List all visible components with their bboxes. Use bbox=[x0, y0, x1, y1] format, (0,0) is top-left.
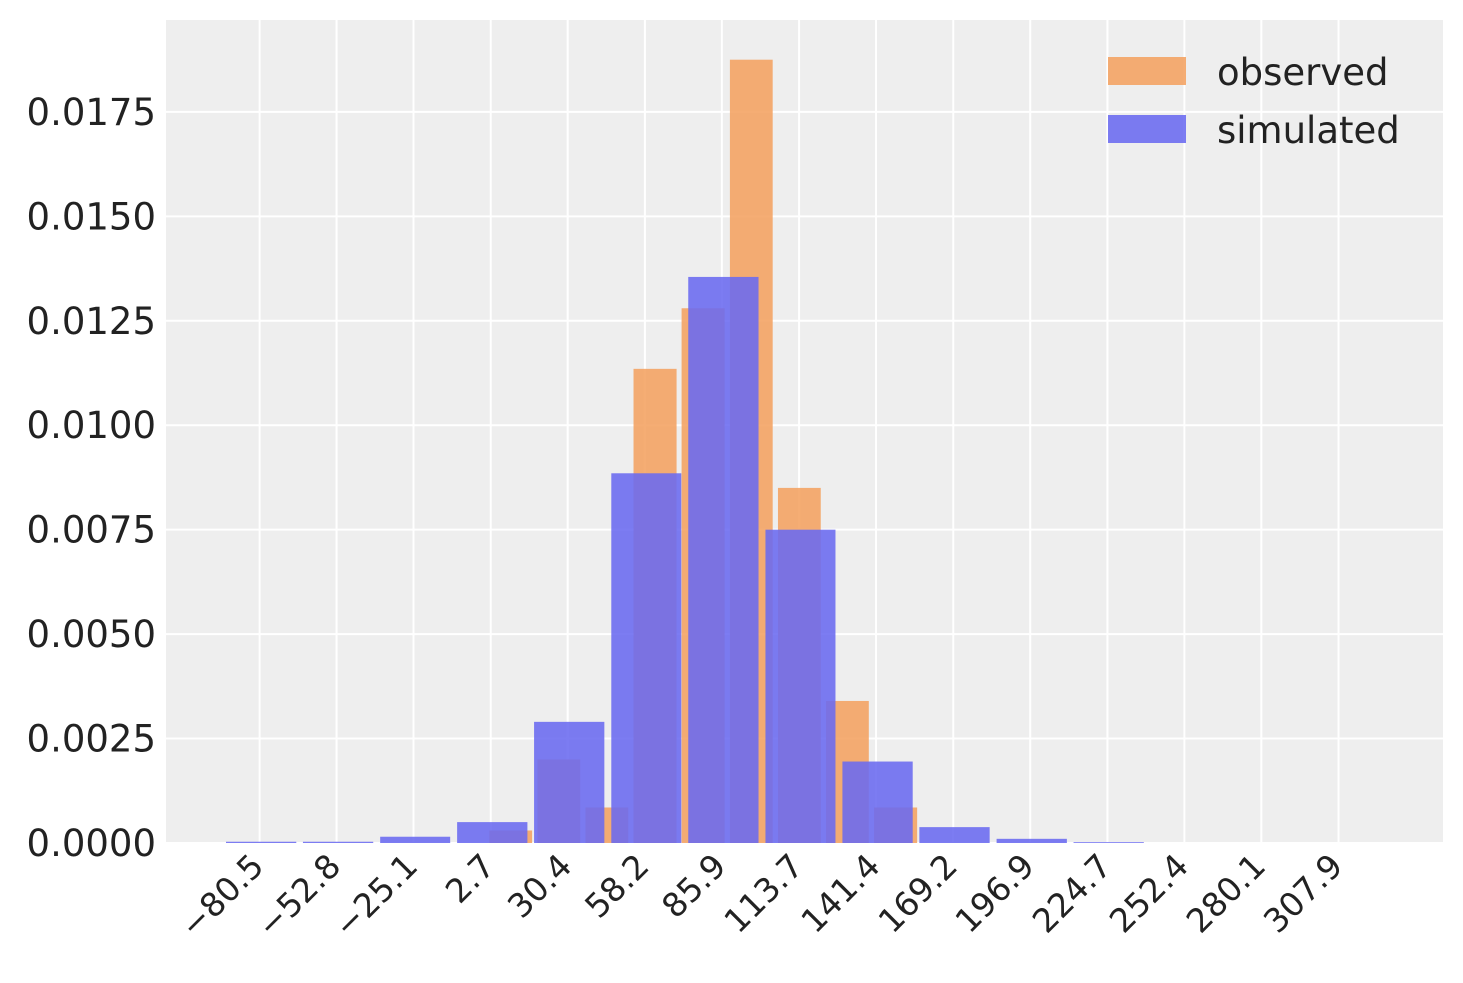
x-tick-label: 280.1 bbox=[1179, 846, 1273, 940]
x-tick-label: 58.2 bbox=[577, 846, 657, 926]
y-tick-label: 0.0175 bbox=[27, 91, 156, 134]
simulated-bar bbox=[302, 841, 374, 843]
simulated-bar bbox=[534, 721, 605, 843]
simulated-bar bbox=[1073, 842, 1144, 843]
simulated-bar bbox=[688, 276, 759, 843]
x-tick-label: 224.7 bbox=[1025, 846, 1119, 940]
simulated-bar bbox=[380, 836, 451, 843]
simulated-bar bbox=[919, 827, 990, 843]
y-tick-label: 0.0025 bbox=[27, 718, 156, 761]
x-tick-label: 113.7 bbox=[716, 846, 810, 940]
simulated-bar bbox=[226, 841, 297, 843]
simulated-bar bbox=[996, 838, 1067, 843]
legend-swatch-observed bbox=[1108, 57, 1186, 85]
x-tick-label: 307.9 bbox=[1256, 846, 1350, 940]
x-tick-label: −52.8 bbox=[249, 846, 348, 945]
x-tick-label: 141.4 bbox=[793, 846, 887, 940]
legend-label-observed: observed bbox=[1217, 51, 1389, 94]
y-tick-label: 0.0150 bbox=[27, 195, 156, 238]
y-tick-label: 0.0000 bbox=[27, 822, 156, 865]
simulated-series bbox=[226, 276, 1144, 843]
y-tick-label: 0.0075 bbox=[27, 509, 156, 552]
x-tick-label: −80.5 bbox=[172, 846, 271, 945]
legend-label-simulated: simulated bbox=[1217, 109, 1400, 152]
x-tick-label: −25.1 bbox=[326, 846, 425, 945]
x-tick-label: 196.9 bbox=[947, 846, 1041, 940]
x-tick-label: 2.7 bbox=[438, 846, 503, 911]
x-axis-tick-labels: −80.5−52.8−25.1 2.730.458.285.9113.7141.4… bbox=[172, 846, 1350, 945]
simulated-bar bbox=[457, 822, 528, 843]
simulated-bar bbox=[765, 529, 836, 843]
y-tick-label: 0.0100 bbox=[27, 404, 156, 447]
y-tick-label: 0.0050 bbox=[27, 613, 156, 656]
legend: observed simulated bbox=[1108, 51, 1400, 152]
legend-swatch-simulated bbox=[1108, 115, 1186, 143]
x-tick-label: 252.4 bbox=[1102, 846, 1196, 940]
simulated-bar bbox=[842, 761, 913, 843]
y-tick-label: 0.0125 bbox=[27, 300, 156, 343]
y-axis-tick-labels: 0.0000 0.0025 0.0050 0.0075 0.0100 0.0125 0.01… bbox=[27, 91, 156, 865]
x-tick-label: 169.2 bbox=[871, 846, 965, 940]
x-tick-label: 30.4 bbox=[500, 846, 580, 926]
simulated-bar bbox=[611, 473, 682, 843]
